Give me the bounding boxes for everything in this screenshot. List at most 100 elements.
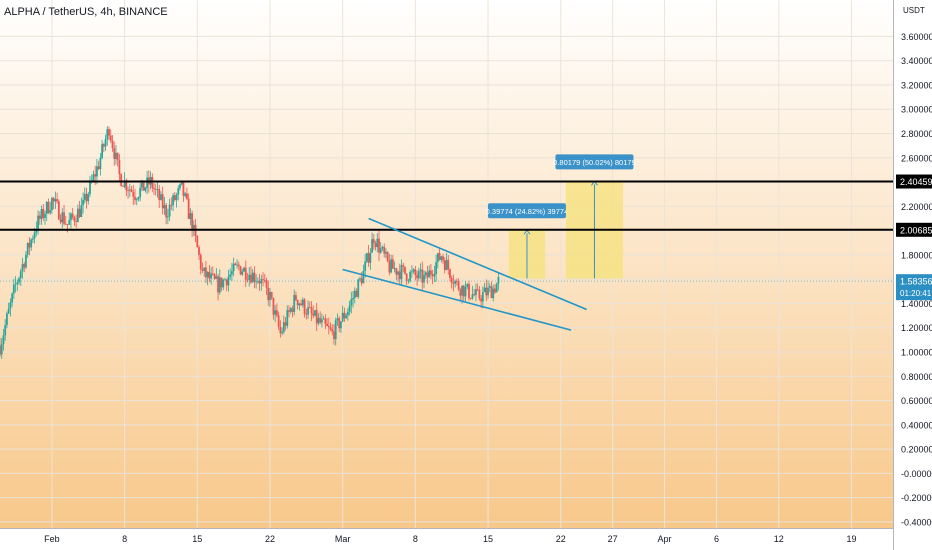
candle-body [281,331,283,334]
candle-body [215,276,218,279]
candle-body [37,215,39,230]
candle-body [139,187,142,198]
candle-body [303,299,306,314]
candle-body [438,253,441,260]
candle-body [165,204,168,218]
candle-body [369,252,372,263]
candle-body [329,327,332,330]
y-tick-label: 0.80000 [901,372,932,382]
candle-body [442,256,444,261]
y-tick-label: 0.40000 [901,420,932,430]
candle-body [267,287,270,301]
candle-body [326,323,328,326]
candle-body [102,144,105,147]
candle-body [198,247,200,255]
candle-body [450,277,453,283]
candle-body [449,269,451,278]
candle-body [307,307,309,315]
candle-body [6,313,8,325]
candles [0,126,500,359]
candle-body [265,280,268,288]
candle-body [96,166,98,177]
candle-body [68,220,71,225]
candle-body [101,144,104,158]
candle-body [320,319,323,323]
candle-body [40,208,43,219]
candle-body [111,140,114,149]
candle-body [433,273,436,277]
candle-body [490,286,493,299]
candle-body [220,277,223,288]
candle-body [146,177,149,188]
y-tick-label: 2.80000 [901,129,932,139]
candle-body [314,310,316,316]
candle-body [324,318,327,324]
candle-body [205,267,207,278]
y-tick-label: -0.00000 [901,469,932,479]
candle-body [177,188,180,195]
candle-body [33,232,36,239]
candle-body [99,157,102,169]
candle-body [431,274,434,277]
time-scale-background [0,528,893,550]
candle-body [4,324,7,336]
candle-body [331,329,334,332]
candle-body [386,252,389,261]
candle-body [89,180,91,194]
candle-body [352,298,354,300]
candle-body [121,185,124,187]
target-2-label-bg [555,154,634,170]
candle-body [225,279,228,286]
candle-body [464,287,467,297]
candle-body [248,274,251,280]
candle-body [137,197,140,200]
candle-body [317,317,320,324]
y-tick-label: 1.20000 [901,323,932,333]
candle-body [11,293,14,303]
y-tick-label: -0.40000 [901,517,932,527]
candle-body [417,271,420,279]
candle-body [367,253,370,263]
candle-body [217,276,219,293]
candle-body [272,297,275,315]
candle-body [153,188,155,189]
candle-body [163,204,166,209]
candle-body [378,238,380,253]
candle-body [128,189,131,191]
candle-body [492,288,495,299]
candle-body [25,254,27,268]
candle-body [270,292,273,298]
candle-body [44,213,46,218]
candle-body [481,292,484,302]
candle-body [203,267,206,271]
candle-body [56,199,59,202]
current-price-label: 1.58356 [900,277,932,287]
candle-body [210,273,213,279]
candle-body [282,322,285,332]
x-tick-label: 22 [265,534,275,544]
level-price-tag [896,174,932,189]
candle-body [336,318,339,321]
candle-body [173,195,176,201]
candle-body [160,194,162,200]
candle-body [275,310,278,316]
candle-body [478,289,481,299]
candle-body [73,217,76,222]
candle-body [236,264,238,266]
candle-body [2,335,5,345]
candle-body [435,262,438,274]
candle-body [9,302,12,309]
candle-body [398,271,401,280]
candle-body [343,312,346,319]
candle-body [184,193,187,196]
x-tick-label: Mar [335,534,351,544]
candle-body [348,305,351,312]
candle-body [127,190,129,192]
candle-body [180,180,183,185]
candle-body [274,310,277,315]
currency-label: USDT [903,6,925,15]
candle-body [338,318,341,329]
candle-body [334,320,337,340]
candle-body [156,189,159,190]
